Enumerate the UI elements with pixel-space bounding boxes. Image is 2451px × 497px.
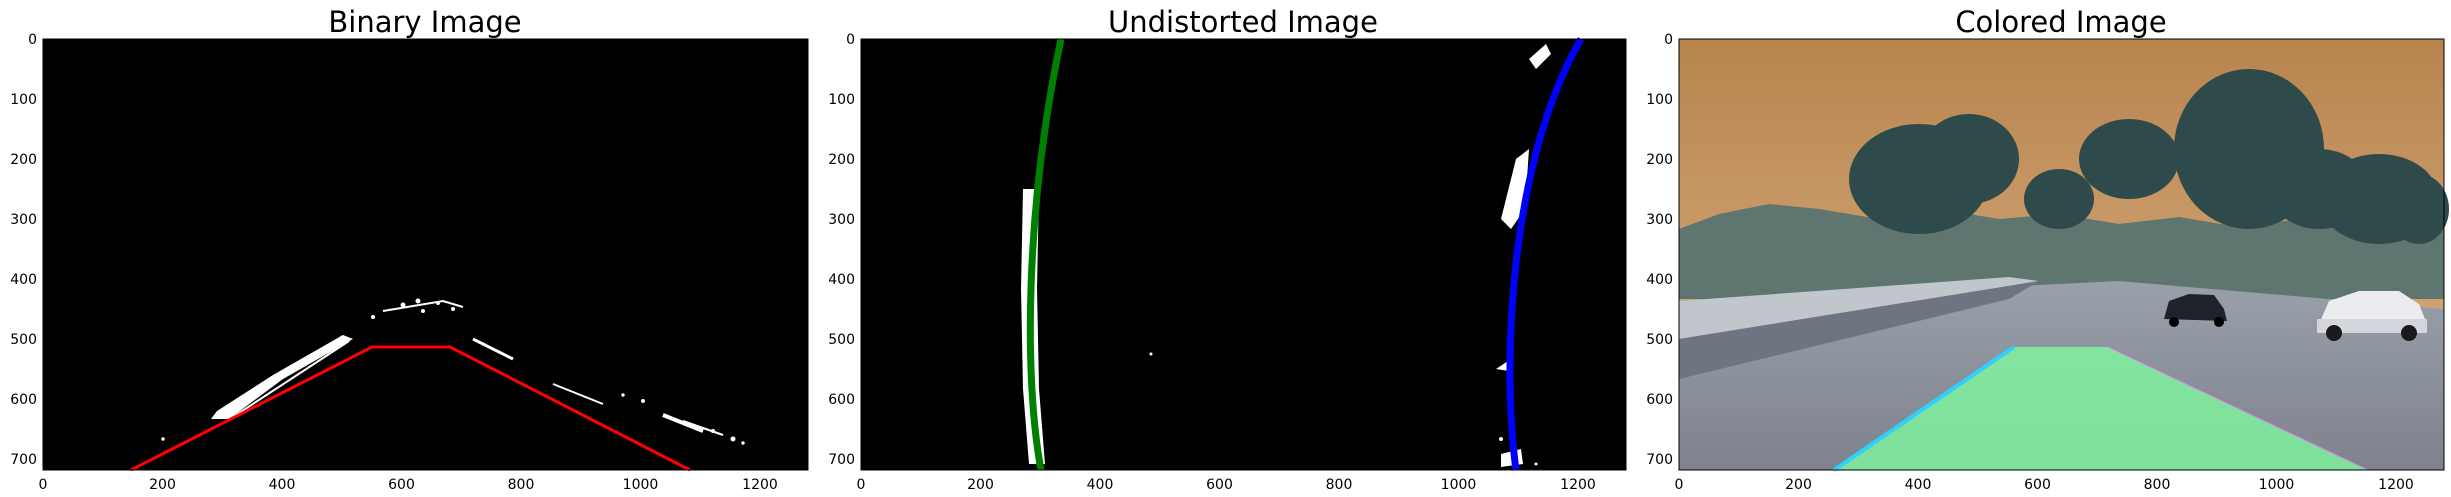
- x-tick: 200: [1785, 477, 1812, 493]
- binary-lane-pixels: [161, 298, 745, 445]
- region-of-interest-trapezoid: [130, 345, 691, 472]
- y-axis-ticks: 0 100 200 300 400 500 600 700: [828, 32, 855, 468]
- y-tick: 0: [846, 32, 855, 48]
- y-tick: 400: [1646, 272, 1673, 288]
- x-tick: 1200: [2378, 477, 2414, 493]
- x-tick: 800: [1326, 477, 1353, 493]
- x-tick: 600: [388, 477, 415, 493]
- y-tick: 500: [1646, 332, 1673, 348]
- y-tick: 100: [10, 92, 37, 108]
- x-tick: 1000: [1441, 477, 1477, 493]
- y-axis-ticks: 0 100 200 300 400 500 600 700: [1646, 32, 1673, 468]
- x-tick: 400: [1905, 477, 1932, 493]
- x-tick: 200: [967, 477, 994, 493]
- x-tick: 400: [1087, 477, 1114, 493]
- panel-title: Binary Image: [328, 5, 521, 39]
- x-tick: 600: [2024, 477, 2051, 493]
- image-canvas: [861, 39, 1626, 470]
- x-tick: 1200: [742, 477, 778, 493]
- car-dark: [2164, 294, 2227, 327]
- y-tick: 300: [828, 212, 855, 228]
- x-tick: 200: [149, 477, 176, 493]
- lane-area-overlay: [1834, 347, 2369, 470]
- y-tick: 400: [828, 272, 855, 288]
- left-lane-fit-line: [1026, 38, 1065, 471]
- y-tick: 200: [828, 152, 855, 168]
- x-tick: 600: [1206, 477, 1233, 493]
- image-canvas: [43, 39, 808, 470]
- right-lane-fit-line: [1506, 37, 1585, 471]
- median-barrier: [1679, 277, 2039, 339]
- x-axis-ticks: 0 200 400 600 800 1000 1200: [857, 477, 1596, 493]
- y-tick: 100: [1646, 92, 1673, 108]
- y-tick: 500: [828, 332, 855, 348]
- left-lane-line-overlay: [1832, 345, 2016, 472]
- y-tick: 700: [10, 452, 37, 468]
- y-tick: 300: [10, 212, 37, 228]
- y-tick: 200: [10, 152, 37, 168]
- y-tick: 0: [28, 32, 37, 48]
- x-axis-ticks: 0 200 400 600 800 1000 1200: [1675, 477, 2414, 493]
- x-tick: 1000: [623, 477, 659, 493]
- x-tick: 400: [269, 477, 296, 493]
- x-tick: 0: [39, 477, 48, 493]
- y-tick: 100: [828, 92, 855, 108]
- x-tick: 0: [857, 477, 866, 493]
- right-lane-line-overlay: [2108, 346, 2370, 471]
- x-tick: 800: [508, 477, 535, 493]
- y-tick: 400: [10, 272, 37, 288]
- y-tick: 200: [1646, 152, 1673, 168]
- y-tick: 600: [828, 392, 855, 408]
- x-axis-ticks: 0 200 400 600 800 1000 1200: [39, 477, 778, 493]
- panel-title: Colored Image: [1955, 5, 2166, 39]
- panel-binary-image: Binary Image 0 2: [10, 5, 809, 493]
- y-tick: 600: [10, 392, 37, 408]
- panel-colored-image: Colored Image: [1646, 5, 2449, 493]
- x-tick: 800: [2144, 477, 2171, 493]
- trees: [1849, 69, 2449, 244]
- y-tick: 300: [1646, 212, 1673, 228]
- y-tick: 0: [1664, 32, 1673, 48]
- y-tick: 700: [828, 452, 855, 468]
- car-white: [2317, 291, 2427, 341]
- x-tick: 0: [1675, 477, 1684, 493]
- y-tick: 600: [1646, 392, 1673, 408]
- y-tick: 500: [10, 332, 37, 348]
- y-axis-ticks: 0 100 200 300 400 500 600 700: [10, 32, 37, 468]
- panel-title: Undistorted Image: [1108, 5, 1378, 39]
- y-tick: 700: [1646, 452, 1673, 468]
- panel-undistorted-image: Undistorted Image 0 200 400 600: [828, 5, 1627, 493]
- x-tick: 1000: [2259, 477, 2295, 493]
- x-tick: 1200: [1560, 477, 1596, 493]
